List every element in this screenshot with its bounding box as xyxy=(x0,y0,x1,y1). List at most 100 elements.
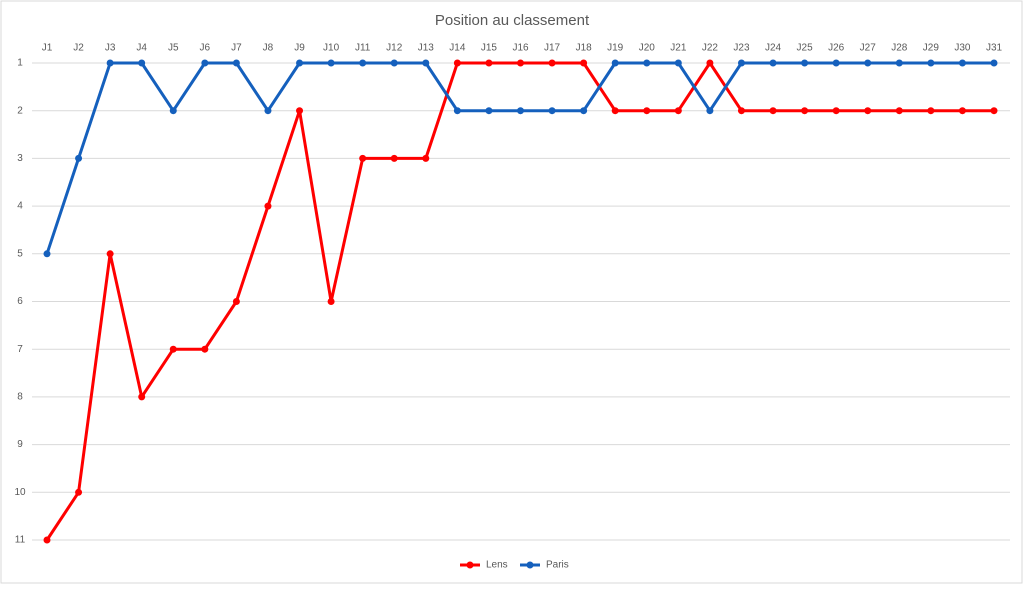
x-tick-label: J1 xyxy=(42,43,53,54)
x-tick-label: J8 xyxy=(263,43,274,54)
y-tick-label: 10 xyxy=(14,487,26,498)
x-tick-label: J16 xyxy=(512,43,529,54)
data-point xyxy=(453,107,461,115)
x-tick-label: J30 xyxy=(954,43,971,54)
x-tick-label: J31 xyxy=(986,43,1003,54)
x-tick-label: J11 xyxy=(355,43,371,54)
x-tick-label: J29 xyxy=(923,43,940,54)
data-point xyxy=(990,59,998,67)
y-tick-label: 5 xyxy=(17,248,23,259)
data-point xyxy=(611,107,619,115)
data-point xyxy=(706,59,714,67)
x-tick-label: J9 xyxy=(294,43,305,54)
data-point xyxy=(359,59,367,67)
chart-title: Position au classement xyxy=(435,12,590,29)
x-tick-label: J27 xyxy=(860,43,877,54)
x-tick-label: J12 xyxy=(386,43,403,54)
data-point xyxy=(264,107,272,115)
data-point xyxy=(958,107,966,115)
data-point xyxy=(548,107,556,115)
data-point xyxy=(390,59,398,67)
data-point xyxy=(548,59,556,67)
data-point xyxy=(895,59,903,67)
data-point xyxy=(990,107,998,115)
chart-frame xyxy=(0,0,1023,584)
x-tick-label: J14 xyxy=(449,43,466,54)
data-point xyxy=(422,154,430,162)
x-tick-label: J28 xyxy=(891,43,908,54)
legend-label: Lens xyxy=(486,560,508,571)
data-point xyxy=(106,59,114,67)
x-tick-label: J24 xyxy=(765,43,782,54)
data-point xyxy=(264,202,272,210)
data-point xyxy=(832,107,840,115)
x-tick-label: J20 xyxy=(639,43,656,54)
data-point xyxy=(43,250,51,258)
data-point xyxy=(232,59,240,67)
y-tick-label: 2 xyxy=(17,105,23,116)
data-point xyxy=(864,107,872,115)
data-point xyxy=(737,107,745,115)
data-point xyxy=(958,59,966,67)
data-point xyxy=(517,59,524,67)
data-point xyxy=(674,107,682,115)
data-point xyxy=(801,107,809,115)
x-tick-label: J17 xyxy=(544,43,561,54)
data-point xyxy=(169,345,177,353)
data-point xyxy=(611,59,619,67)
y-tick-label: 6 xyxy=(17,296,23,307)
x-tick-label: J4 xyxy=(136,43,147,54)
x-tick-label: J23 xyxy=(733,43,750,54)
data-point xyxy=(75,154,83,162)
legend-marker xyxy=(466,561,474,569)
data-point xyxy=(296,107,304,115)
data-point xyxy=(169,107,177,115)
data-point xyxy=(643,59,651,67)
data-point xyxy=(769,107,777,115)
x-tick-label: J19 xyxy=(607,43,624,54)
x-tick-label: J7 xyxy=(231,43,242,54)
legend-label: Paris xyxy=(546,560,569,571)
data-point xyxy=(485,107,493,115)
legend-marker xyxy=(526,561,534,569)
data-point xyxy=(674,59,682,67)
data-point xyxy=(895,107,903,115)
y-tick-label: 7 xyxy=(17,344,23,355)
data-point xyxy=(106,250,114,258)
data-point xyxy=(75,488,83,496)
y-tick-label: 9 xyxy=(17,439,23,450)
data-point xyxy=(422,59,430,67)
x-tick-label: J3 xyxy=(105,43,116,54)
data-point xyxy=(232,298,240,305)
data-point xyxy=(138,59,146,67)
data-point xyxy=(327,59,335,67)
data-point xyxy=(580,107,588,115)
x-tick-label: J13 xyxy=(418,43,435,54)
data-point xyxy=(832,59,840,67)
data-point xyxy=(927,107,935,115)
x-tick-label: J18 xyxy=(576,43,593,54)
data-point xyxy=(359,154,367,162)
data-point xyxy=(201,59,209,67)
x-tick-label: J15 xyxy=(481,43,498,54)
y-tick-label: 1 xyxy=(17,58,23,69)
x-tick-label: J26 xyxy=(828,43,845,54)
x-tick-label: J10 xyxy=(323,43,340,54)
x-tick-label: J21 xyxy=(670,43,687,54)
y-tick-label: 4 xyxy=(17,201,23,212)
y-tick-label: 8 xyxy=(17,392,23,403)
data-point xyxy=(706,107,714,115)
data-point xyxy=(390,154,398,162)
data-point xyxy=(643,107,651,115)
data-point xyxy=(453,59,461,67)
data-point xyxy=(580,59,588,67)
x-tick-label: J2 xyxy=(73,43,84,54)
data-point xyxy=(43,536,51,544)
data-point xyxy=(769,59,777,67)
data-point xyxy=(927,59,935,67)
x-tick-label: J25 xyxy=(797,43,814,54)
data-point xyxy=(801,59,809,67)
x-tick-label: J5 xyxy=(168,43,179,54)
data-point xyxy=(327,298,335,305)
data-point xyxy=(296,59,304,67)
